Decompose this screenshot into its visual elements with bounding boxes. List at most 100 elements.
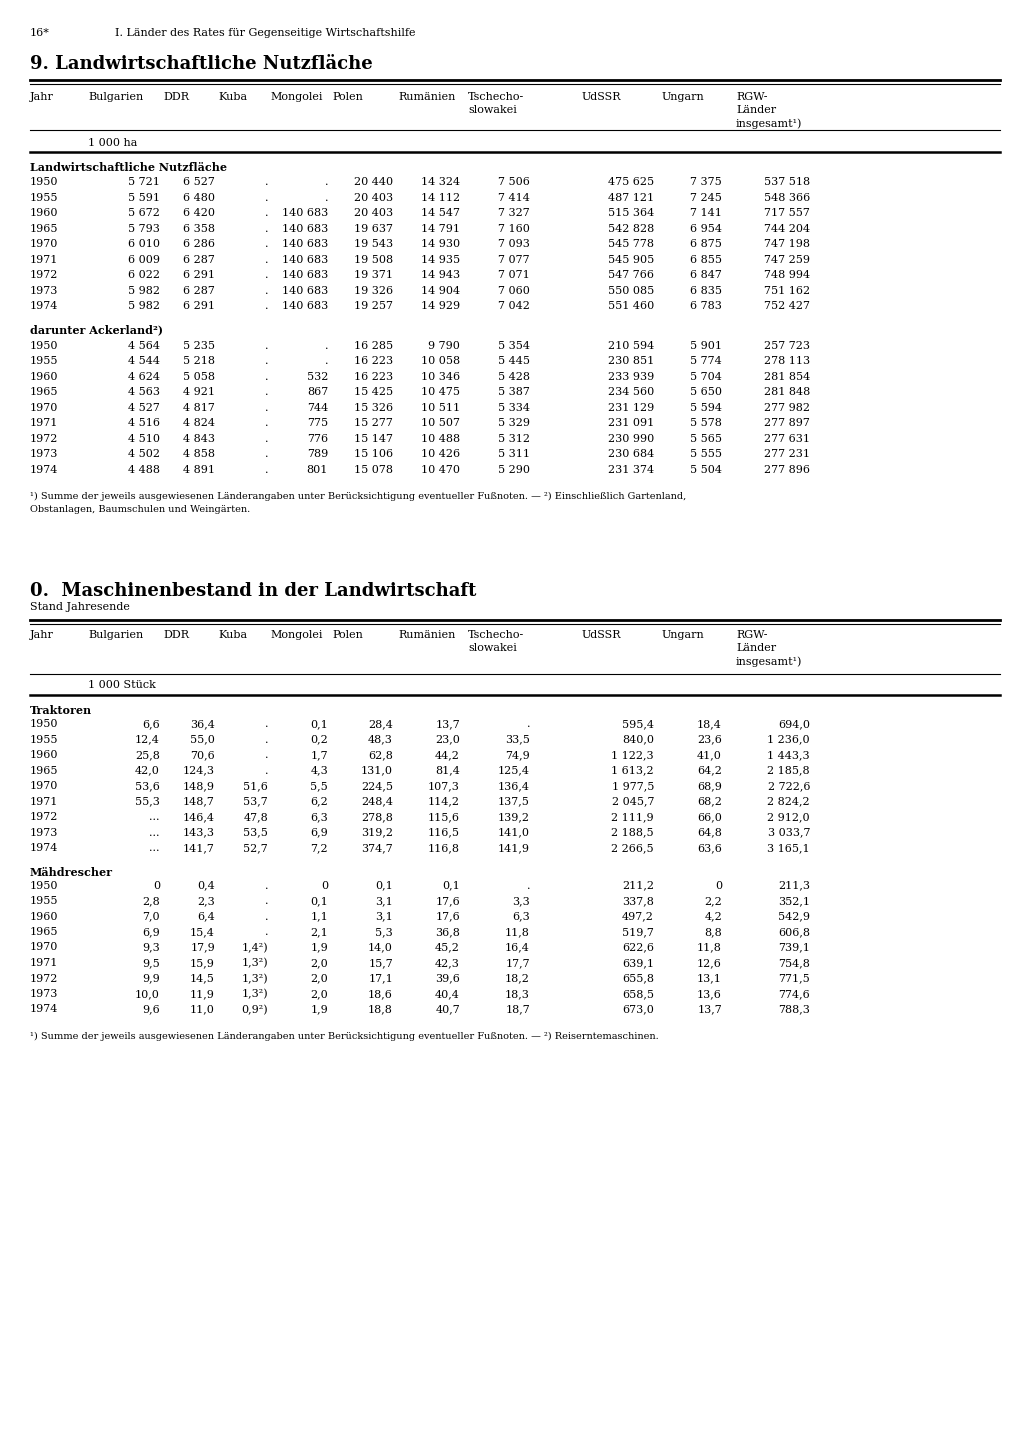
Text: 1970: 1970 bbox=[30, 239, 58, 249]
Text: 20 440: 20 440 bbox=[354, 177, 393, 187]
Text: 2 266,5: 2 266,5 bbox=[611, 843, 654, 853]
Text: 277 631: 277 631 bbox=[764, 433, 810, 443]
Text: 7 160: 7 160 bbox=[498, 223, 530, 233]
Text: 211,3: 211,3 bbox=[778, 880, 810, 890]
Text: 64,2: 64,2 bbox=[697, 766, 722, 776]
Text: 1970: 1970 bbox=[30, 782, 58, 792]
Text: Polen: Polen bbox=[332, 630, 362, 640]
Text: Bulgarien: Bulgarien bbox=[88, 630, 143, 640]
Text: 6 286: 6 286 bbox=[183, 239, 215, 249]
Text: 1,3²): 1,3²) bbox=[242, 989, 268, 999]
Text: Tschecho-: Tschecho- bbox=[468, 91, 524, 101]
Text: 257 723: 257 723 bbox=[764, 340, 810, 350]
Text: 231 129: 231 129 bbox=[608, 403, 654, 413]
Text: 10 426: 10 426 bbox=[421, 449, 460, 459]
Text: slowakei: slowakei bbox=[468, 643, 517, 653]
Text: 137,5: 137,5 bbox=[498, 796, 530, 806]
Text: 2,1: 2,1 bbox=[310, 927, 328, 937]
Text: 5 704: 5 704 bbox=[690, 372, 722, 382]
Text: 140 683: 140 683 bbox=[282, 209, 328, 219]
Text: 5 311: 5 311 bbox=[498, 449, 530, 459]
Text: slowakei: slowakei bbox=[468, 104, 517, 114]
Text: 10,0: 10,0 bbox=[135, 989, 160, 999]
Text: .: . bbox=[264, 750, 268, 760]
Text: Kuba: Kuba bbox=[218, 91, 247, 101]
Text: 53,5: 53,5 bbox=[243, 827, 268, 837]
Text: 52,7: 52,7 bbox=[244, 843, 268, 853]
Text: 1974: 1974 bbox=[30, 1005, 58, 1015]
Text: 1972: 1972 bbox=[30, 433, 58, 443]
Text: 146,4: 146,4 bbox=[183, 812, 215, 822]
Text: 277 897: 277 897 bbox=[764, 419, 810, 429]
Text: 40,7: 40,7 bbox=[435, 1005, 460, 1015]
Text: .: . bbox=[264, 270, 268, 280]
Text: 13,6: 13,6 bbox=[697, 989, 722, 999]
Text: .: . bbox=[325, 356, 328, 366]
Text: 116,8: 116,8 bbox=[428, 843, 460, 853]
Text: 14 904: 14 904 bbox=[421, 286, 460, 296]
Text: 4 527: 4 527 bbox=[128, 403, 160, 413]
Text: DDR: DDR bbox=[163, 91, 189, 101]
Text: 1970: 1970 bbox=[30, 403, 58, 413]
Text: 545 905: 545 905 bbox=[608, 254, 654, 264]
Text: 23,6: 23,6 bbox=[697, 735, 722, 745]
Text: 537 518: 537 518 bbox=[764, 177, 810, 187]
Text: 14 935: 14 935 bbox=[421, 254, 460, 264]
Text: 17,6: 17,6 bbox=[435, 896, 460, 906]
Text: 5 672: 5 672 bbox=[128, 209, 160, 219]
Text: 6,9: 6,9 bbox=[310, 827, 328, 837]
Text: 5 334: 5 334 bbox=[498, 403, 530, 413]
Text: .: . bbox=[264, 340, 268, 350]
Text: 0,1: 0,1 bbox=[310, 719, 328, 729]
Text: 140 683: 140 683 bbox=[282, 302, 328, 312]
Text: 7 071: 7 071 bbox=[499, 270, 530, 280]
Text: 4 817: 4 817 bbox=[183, 403, 215, 413]
Text: 48,3: 48,3 bbox=[368, 735, 393, 745]
Text: 5 058: 5 058 bbox=[183, 372, 215, 382]
Text: .: . bbox=[264, 464, 268, 474]
Text: 47,8: 47,8 bbox=[244, 812, 268, 822]
Text: 9,5: 9,5 bbox=[142, 957, 160, 967]
Text: 125,4: 125,4 bbox=[498, 766, 530, 776]
Text: 1950: 1950 bbox=[30, 719, 58, 729]
Text: Rumänien: Rumänien bbox=[398, 630, 456, 640]
Text: Länder: Länder bbox=[736, 104, 776, 114]
Text: Bulgarien: Bulgarien bbox=[88, 91, 143, 101]
Text: 7 060: 7 060 bbox=[498, 286, 530, 296]
Text: 1 613,2: 1 613,2 bbox=[611, 766, 654, 776]
Text: 51,6: 51,6 bbox=[243, 782, 268, 792]
Text: 1,9: 1,9 bbox=[310, 1005, 328, 1015]
Text: 2 824,2: 2 824,2 bbox=[767, 796, 810, 806]
Text: 497,2: 497,2 bbox=[623, 912, 654, 922]
Text: 53,6: 53,6 bbox=[135, 782, 160, 792]
Text: 0,1: 0,1 bbox=[375, 880, 393, 890]
Text: 7 141: 7 141 bbox=[690, 209, 722, 219]
Text: .: . bbox=[264, 433, 268, 443]
Text: 2 188,5: 2 188,5 bbox=[611, 827, 654, 837]
Text: .: . bbox=[264, 223, 268, 233]
Text: 40,4: 40,4 bbox=[435, 989, 460, 999]
Text: Jahr: Jahr bbox=[30, 91, 54, 101]
Text: 595,4: 595,4 bbox=[622, 719, 654, 729]
Text: 6 358: 6 358 bbox=[183, 223, 215, 233]
Text: 1965: 1965 bbox=[30, 766, 58, 776]
Text: 17,7: 17,7 bbox=[506, 957, 530, 967]
Text: 655,8: 655,8 bbox=[622, 973, 654, 983]
Text: 2 045,7: 2 045,7 bbox=[611, 796, 654, 806]
Text: 6 847: 6 847 bbox=[690, 270, 722, 280]
Text: 1965: 1965 bbox=[30, 927, 58, 937]
Text: 1970: 1970 bbox=[30, 943, 58, 953]
Text: 752 427: 752 427 bbox=[764, 302, 810, 312]
Text: 2,0: 2,0 bbox=[310, 973, 328, 983]
Text: 789: 789 bbox=[307, 449, 328, 459]
Text: 10 511: 10 511 bbox=[421, 403, 460, 413]
Text: 0: 0 bbox=[715, 880, 722, 890]
Text: 18,6: 18,6 bbox=[368, 989, 393, 999]
Text: 606,8: 606,8 bbox=[778, 927, 810, 937]
Text: .: . bbox=[264, 449, 268, 459]
Text: 475 625: 475 625 bbox=[608, 177, 654, 187]
Text: 15 078: 15 078 bbox=[354, 464, 393, 474]
Text: 1950: 1950 bbox=[30, 340, 58, 350]
Text: 14 547: 14 547 bbox=[421, 209, 460, 219]
Text: 1960: 1960 bbox=[30, 750, 58, 760]
